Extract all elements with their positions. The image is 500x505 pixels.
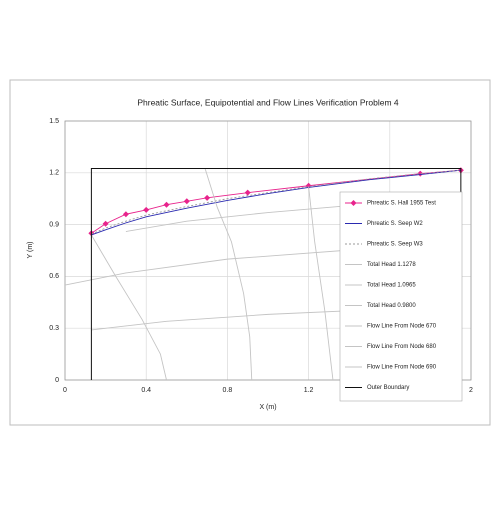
legend-label: Phreatic S. Seep W3 xyxy=(367,242,423,248)
legend-label: Flow Line From Node 690 xyxy=(367,365,437,371)
legend-label: Outer Boundary xyxy=(367,385,409,391)
x-tick-label: 0.8 xyxy=(223,387,233,394)
y-axis-label: Y (m) xyxy=(27,242,34,259)
data-point xyxy=(204,194,211,201)
data-point xyxy=(102,220,109,227)
legend-label: Total Head 1.0965 xyxy=(367,283,416,289)
legend-box xyxy=(339,191,463,402)
legend-label: Flow Line From Node 680 xyxy=(367,344,437,350)
data-point xyxy=(143,206,150,213)
y-tick-label: 0.9 xyxy=(49,221,59,228)
x-tick-label: 0.4 xyxy=(141,387,151,394)
x-tick-label: 0 xyxy=(63,387,67,394)
x-axis-label: X (m) xyxy=(259,404,276,411)
data-point xyxy=(244,189,251,196)
y-tick-label: 0.6 xyxy=(49,273,59,280)
plot-area xyxy=(64,120,472,381)
y-tick-label: 1.2 xyxy=(49,170,59,177)
y-tick-label: 0 xyxy=(55,377,59,384)
series-line xyxy=(125,201,390,232)
series-line xyxy=(64,246,390,286)
series-line xyxy=(91,234,167,381)
series-line xyxy=(91,169,461,236)
series-line xyxy=(204,168,253,381)
legend-marker xyxy=(350,200,357,206)
data-point xyxy=(122,211,129,218)
series-line xyxy=(308,186,334,381)
x-tick-label: 1.2 xyxy=(304,387,314,394)
x-tick-label: 2 xyxy=(469,387,473,394)
y-tick-label: 1.5 xyxy=(49,118,59,125)
series-line xyxy=(91,169,461,235)
legend-label: Flow Line From Node 670 xyxy=(367,324,437,330)
chart-title: Phreatic Surface, Equipotential and Flow… xyxy=(137,97,399,107)
data-point xyxy=(183,198,190,205)
data-point xyxy=(163,201,170,208)
legend-label: Total Head 1.1278 xyxy=(367,262,416,268)
legend-label: Phreatic S. Seep W2 xyxy=(367,221,423,227)
legend-label: Total Head 0.9800 xyxy=(367,303,416,309)
legend-label: Phreatic S. Hall 1955 Test xyxy=(367,201,436,207)
data-point xyxy=(417,170,424,177)
y-tick-label: 0.3 xyxy=(49,325,59,332)
